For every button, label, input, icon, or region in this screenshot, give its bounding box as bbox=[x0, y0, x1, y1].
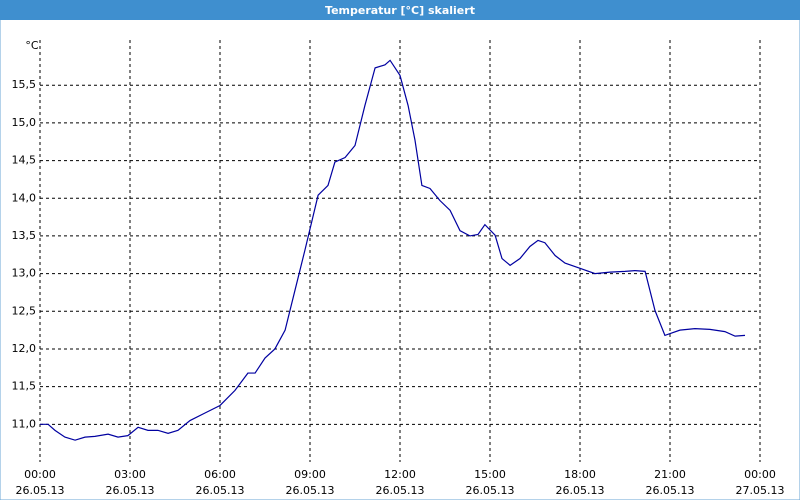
x-tick-date: 26.05.13 bbox=[286, 484, 335, 497]
y-tick-label: 14,5 bbox=[12, 154, 37, 167]
x-tick-label: 21:00 bbox=[654, 468, 686, 481]
x-tick-date: 26.05.13 bbox=[646, 484, 695, 497]
x-tick-label: 15:00 bbox=[474, 468, 506, 481]
x-tick-label: 03:00 bbox=[114, 468, 146, 481]
data-line bbox=[40, 59, 746, 441]
x-tick-date: 26.05.13 bbox=[556, 484, 605, 497]
x-tick-date: 27.05.13 bbox=[736, 484, 785, 497]
x-tick-date: 26.05.13 bbox=[196, 484, 245, 497]
x-tick-date: 26.05.13 bbox=[466, 484, 515, 497]
x-tick-label: 12:00 bbox=[384, 468, 416, 481]
chart-title: Temperatur [°C] skaliert bbox=[325, 4, 475, 17]
x-tick-label: 00:00 bbox=[24, 468, 56, 481]
x-tick-label: 18:00 bbox=[564, 468, 596, 481]
x-tick-date: 26.05.13 bbox=[16, 484, 65, 497]
title-bar bbox=[0, 0, 800, 20]
x-tick-date: 26.05.13 bbox=[376, 484, 425, 497]
y-tick-label: 13,5 bbox=[12, 229, 37, 242]
x-tick-label: 09:00 bbox=[294, 468, 326, 481]
y-unit: °C bbox=[25, 39, 39, 52]
y-tick-label: 14,0 bbox=[12, 191, 37, 204]
y-tick-label: 11,5 bbox=[12, 380, 37, 393]
y-tick-label: 12,5 bbox=[12, 304, 37, 317]
x-tick-date: 26.05.13 bbox=[106, 484, 155, 497]
y-tick-label: 12,0 bbox=[12, 342, 37, 355]
x-tick-label: 00:00 bbox=[744, 468, 776, 481]
y-tick-label: 15,0 bbox=[12, 116, 37, 129]
y-tick-label: 15,5 bbox=[12, 78, 37, 91]
y-tick-label: 13,0 bbox=[12, 267, 37, 280]
x-tick-label: 06:00 bbox=[204, 468, 236, 481]
y-tick-label: 11,0 bbox=[12, 417, 37, 430]
